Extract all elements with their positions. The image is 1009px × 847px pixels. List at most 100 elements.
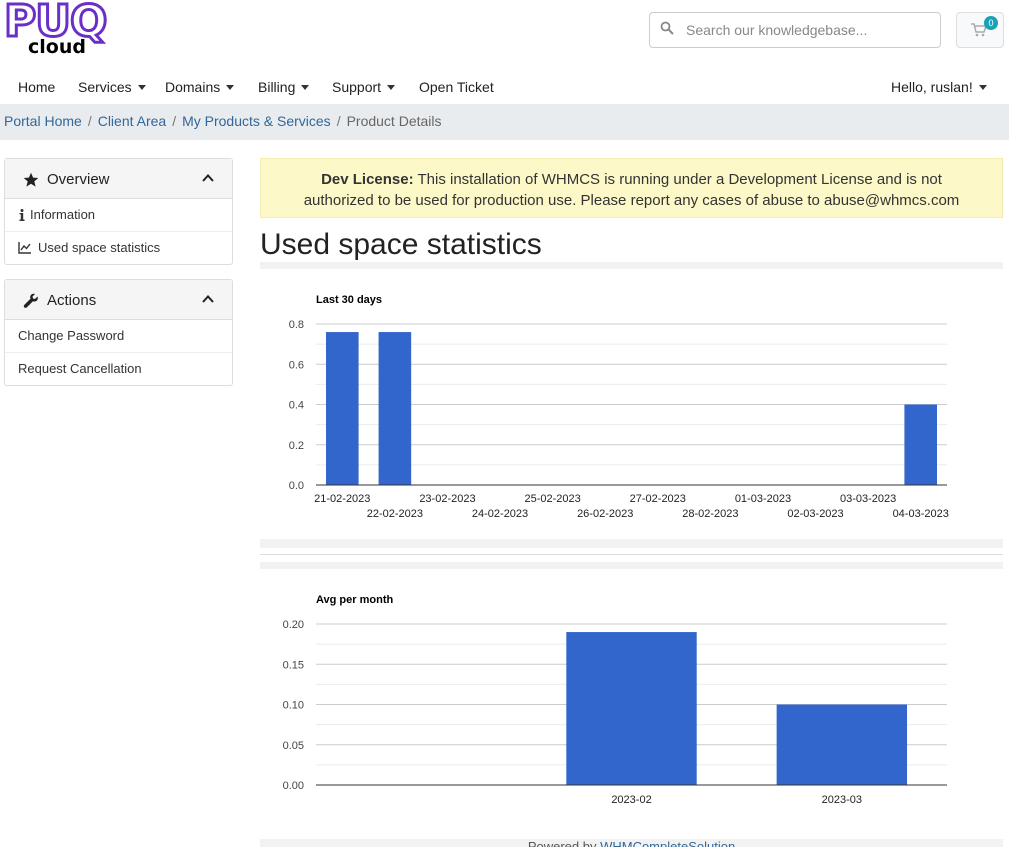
y-tick-label: 0.6 xyxy=(289,359,304,371)
sidebar-item-label: Information xyxy=(30,207,96,222)
bar[interactable] xyxy=(776,704,908,786)
y-tick-label: 0.2 xyxy=(289,440,304,452)
chevron-up-icon[interactable] xyxy=(202,294,214,304)
x-tick-label: 01-03-2023 xyxy=(735,493,791,505)
actions-panel-header[interactable]: Actions xyxy=(5,280,232,320)
y-tick-label: 0.05 xyxy=(283,740,304,752)
x-tick-label: 04-03-2023 xyxy=(893,508,949,520)
bar[interactable] xyxy=(904,404,938,486)
footer-link[interactable]: WHMCompleteSolution xyxy=(600,839,736,847)
sidebar-overview-panel: Overview Information Used space statisti… xyxy=(4,158,233,265)
search-box[interactable] xyxy=(649,12,941,48)
chart-last-30-days: Last 30 days 0.0 0.2 0.4 0.6 0.8 21-02-2023 22-… xyxy=(289,294,949,520)
logo-cloud-text: cloud xyxy=(28,36,86,58)
caret-down-icon xyxy=(387,85,396,90)
nav-home[interactable]: Home xyxy=(18,79,55,95)
sidebar-item-request-cancellation[interactable]: Request Cancellation xyxy=(5,353,232,386)
caret-down-icon xyxy=(226,85,235,90)
breadcrumb-portal-home[interactable]: Portal Home xyxy=(4,113,82,129)
nav-services[interactable]: Services xyxy=(78,79,146,95)
chart-avg-per-month: Avg per month 0.00 0.05 0.10 0.15 0.20 2023-02… xyxy=(283,594,947,806)
search-input[interactable] xyxy=(686,14,936,46)
footer: Powered by WHMCompleteSolution xyxy=(260,839,1003,847)
line-chart-icon xyxy=(18,242,31,254)
y-tick-label: 0.20 xyxy=(283,619,304,631)
x-tick-label: 27-02-2023 xyxy=(630,493,686,505)
caret-down-icon xyxy=(301,85,310,90)
main-nav: Home Services Domains Billing Support Op… xyxy=(0,72,1009,104)
x-tick-label: 2023-02 xyxy=(611,794,651,806)
nav-billing[interactable]: Billing xyxy=(258,79,310,95)
y-tick-label: 0.10 xyxy=(283,700,304,712)
breadcrumb-current: Product Details xyxy=(346,113,442,129)
caret-down-icon xyxy=(978,85,987,90)
sidebar-item-label: Used space statistics xyxy=(38,240,161,255)
user-greeting: Hello, ruslan! xyxy=(891,79,973,95)
sidebar-item-label: Change Password xyxy=(18,328,125,343)
breadcrumb-separator: / xyxy=(87,113,92,129)
bar[interactable] xyxy=(378,332,412,485)
sidebar-actions-panel: Actions Change Password Request Cancella… xyxy=(4,279,233,386)
breadcrumb-my-products[interactable]: My Products & Services xyxy=(182,113,331,129)
nav-support[interactable]: Support xyxy=(332,79,396,95)
y-tick-label: 0.0 xyxy=(289,480,304,492)
bar[interactable] xyxy=(566,632,697,785)
header: PUQ cloud 0 xyxy=(0,0,1009,66)
nav-billing-label: Billing xyxy=(258,79,296,95)
overview-panel-title: Overview xyxy=(47,171,110,188)
sidebar-item-label: Request Cancellation xyxy=(18,361,142,376)
overview-panel-header[interactable]: Overview xyxy=(5,159,232,199)
page-title: Used space statistics xyxy=(260,228,542,261)
breadcrumb-separator: / xyxy=(336,113,341,129)
breadcrumb-client-area[interactable]: Client Area xyxy=(97,113,167,129)
breadcrumb-separator: / xyxy=(172,113,177,129)
breadcrumb: Portal Home / Client Area / My Products & Se… xyxy=(0,104,1009,140)
y-tick-label: 0.8 xyxy=(289,319,304,331)
info-icon xyxy=(19,209,25,221)
nav-support-label: Support xyxy=(332,79,382,95)
y-tick-label: 0.15 xyxy=(283,659,304,671)
sidebar-item-used-space-statistics[interactable]: Used space statistics xyxy=(5,232,232,265)
x-tick-label: 23-02-2023 xyxy=(419,493,475,505)
caret-down-icon xyxy=(137,85,146,90)
alert-text: This installation of WHMCS is running un… xyxy=(303,171,960,209)
nav-services-label: Services xyxy=(78,79,132,95)
x-tick-label: 24-02-2023 xyxy=(472,508,528,520)
nav-home-label: Home xyxy=(18,79,56,95)
nav-domains-label: Domains xyxy=(165,79,221,95)
bar[interactable] xyxy=(325,332,359,485)
footer-prefix: Powered by xyxy=(527,839,601,847)
wrench-icon xyxy=(23,293,38,308)
nav-domains[interactable]: Domains xyxy=(165,79,235,95)
alert-strong: Dev License: xyxy=(321,171,414,188)
nav-user-menu[interactable]: Hello, ruslan! xyxy=(891,79,987,95)
sidebar-item-information[interactable]: Information xyxy=(5,199,232,232)
actions-panel-title: Actions xyxy=(47,292,97,309)
section-divider xyxy=(260,554,1003,555)
logo[interactable]: PUQ cloud xyxy=(2,0,128,60)
cart-button[interactable]: 0 xyxy=(956,12,1004,48)
chart-title: Last 30 days xyxy=(316,294,382,306)
y-tick-label: 0.4 xyxy=(289,400,304,412)
cart-count-badge: 0 xyxy=(984,16,998,30)
x-tick-label: 02-03-2023 xyxy=(787,508,843,520)
logo-puq-text: PUQ xyxy=(2,0,108,49)
search-icon xyxy=(660,21,674,35)
x-tick-label: 21-02-2023 xyxy=(314,493,370,505)
nav-open-ticket-label: Open Ticket xyxy=(419,79,494,95)
dev-license-alert: Dev License: This installation of WHMCS … xyxy=(260,158,1003,218)
sidebar-item-change-password[interactable]: Change Password xyxy=(5,320,232,353)
y-tick-label: 0.00 xyxy=(283,780,304,792)
x-tick-label: 03-03-2023 xyxy=(840,493,896,505)
star-icon xyxy=(23,172,39,187)
chevron-up-icon[interactable] xyxy=(202,173,214,183)
chart-title: Avg per month xyxy=(316,594,393,606)
x-tick-label: 25-02-2023 xyxy=(524,493,580,505)
x-tick-label: 26-02-2023 xyxy=(577,508,633,520)
x-tick-label: 2023-03 xyxy=(822,794,862,806)
chart-card-last-30-days: Last 30 days 0.0 0.2 0.4 0.6 0.8 21-02-2023 22-… xyxy=(260,269,1003,539)
x-tick-label: 22-02-2023 xyxy=(367,508,423,520)
x-tick-label: 28-02-2023 xyxy=(682,508,738,520)
chart-card-avg-per-month: Avg per month 0.00 0.05 0.10 0.15 0.20 2023-02… xyxy=(260,569,1003,839)
nav-open-ticket[interactable]: Open Ticket xyxy=(419,79,494,95)
